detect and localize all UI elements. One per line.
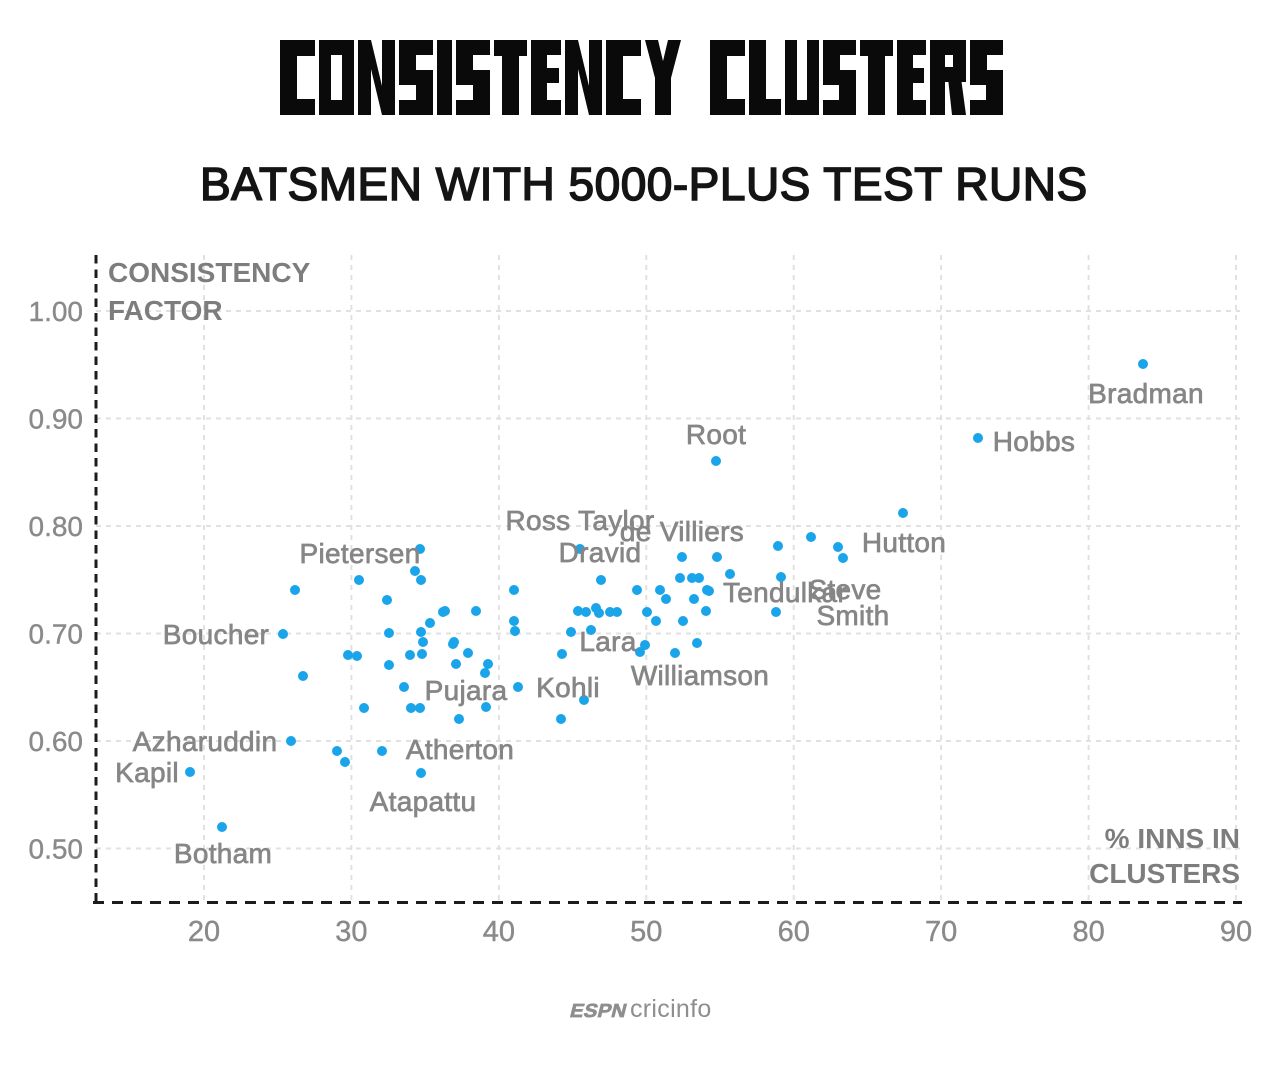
svg-text:Ross Taylor: Ross Taylor: [505, 505, 654, 536]
svg-text:ESPN: ESPN: [568, 1001, 629, 1022]
svg-text:BATSMEN WITH 5000-PLUS TEST RU: BATSMEN WITH 5000-PLUS TEST RUNS: [200, 158, 1088, 210]
svg-text:Hutton: Hutton: [862, 527, 946, 558]
svg-text:Bradman: Bradman: [1088, 378, 1204, 409]
svg-text:Lara: Lara: [579, 626, 636, 657]
svg-text:70: 70: [925, 916, 957, 948]
svg-text:50: 50: [630, 916, 662, 948]
svg-text:0.50: 0.50: [29, 834, 84, 865]
svg-text:1.00: 1.00: [29, 296, 84, 327]
svg-text:Kohli: Kohli: [536, 672, 600, 703]
svg-text:40: 40: [483, 916, 515, 948]
svg-text:de Villiers: de Villiers: [620, 516, 744, 547]
svg-text:20: 20: [188, 916, 220, 948]
svg-text:Smith: Smith: [816, 600, 889, 631]
svg-text:CONSISTENCY: CONSISTENCY: [108, 257, 311, 288]
svg-text:60: 60: [778, 916, 810, 948]
svg-text:Azharuddin: Azharuddin: [133, 726, 278, 757]
svg-text:90: 90: [1220, 916, 1252, 948]
svg-text:0.90: 0.90: [29, 404, 84, 435]
svg-text:Atherton: Atherton: [406, 734, 514, 765]
svg-text:Hobbs: Hobbs: [993, 426, 1075, 457]
svg-text:Pujara: Pujara: [425, 675, 508, 706]
svg-text:cricinfo: cricinfo: [630, 995, 712, 1023]
svg-text:Botham: Botham: [174, 838, 272, 869]
svg-text:Atapattu: Atapattu: [370, 786, 477, 817]
svg-text:Root: Root: [686, 419, 746, 450]
svg-text:30: 30: [335, 916, 367, 948]
svg-text:Kapil: Kapil: [115, 757, 179, 788]
svg-text:Williamson: Williamson: [631, 660, 769, 691]
svg-text:% INNS IN: % INNS IN: [1105, 823, 1240, 854]
svg-text:Boucher: Boucher: [163, 619, 269, 650]
svg-text:CLUSTERS: CLUSTERS: [1089, 858, 1240, 889]
svg-text:Pietersen: Pietersen: [300, 538, 421, 569]
svg-text:0.70: 0.70: [29, 619, 84, 650]
svg-text:Dravid: Dravid: [559, 537, 642, 568]
svg-text:80: 80: [1072, 916, 1104, 948]
svg-text:Steve: Steve: [808, 574, 881, 605]
svg-text:Tendulkar: Tendulkar: [723, 577, 847, 608]
svg-text:0.60: 0.60: [29, 726, 84, 757]
svg-text:FACTOR: FACTOR: [108, 295, 223, 326]
svg-text:0.80: 0.80: [29, 511, 84, 542]
